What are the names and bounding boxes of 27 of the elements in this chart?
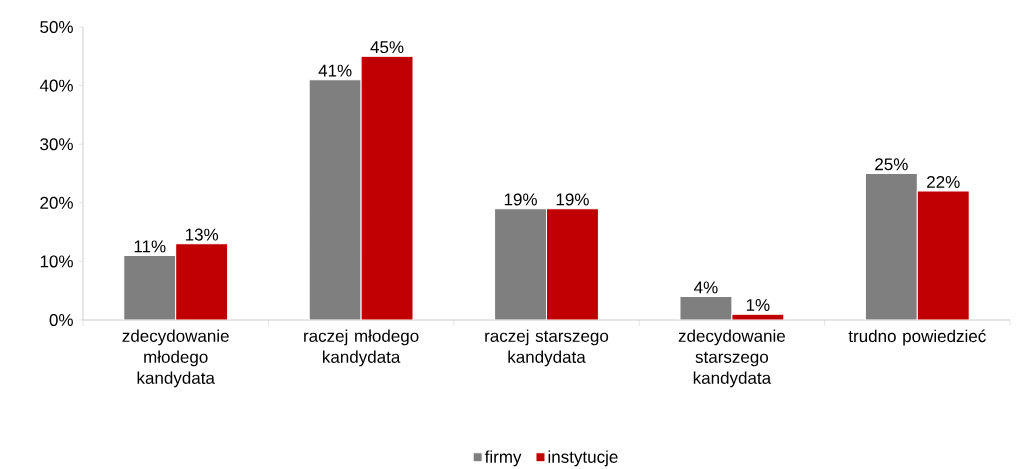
data-label: 25% [875, 158, 908, 171]
bar [916, 190, 970, 320]
data-label: 19% [504, 193, 537, 206]
data-label: 45% [370, 41, 404, 54]
data-label: 1% [746, 299, 770, 311]
x-tick-label: zdecydowanie młodego kandydata [122, 329, 229, 388]
y-tick-label: 30% [40, 138, 73, 151]
data-label: 13% [185, 228, 219, 241]
y-tick-label: 20% [40, 196, 73, 209]
legend-label: firmy [484, 450, 522, 467]
data-label: 22% [927, 175, 960, 188]
y-tick-label: 10% [40, 255, 73, 268]
bar [360, 55, 414, 320]
legend-label: instytucje [548, 450, 618, 467]
y-tick-label: 40% [39, 79, 73, 92]
data-label: 41% [318, 64, 352, 77]
x-tick-label: trudno powiedzieć [848, 329, 986, 346]
bar [175, 243, 229, 320]
y-tick-label: 0% [49, 313, 73, 327]
data-label: 11% [134, 240, 166, 253]
bar [546, 208, 599, 320]
y-tick-label: 50% [40, 20, 73, 34]
data-label: 4% [694, 281, 718, 294]
x-tick-label: raczej starszego kandydata [485, 329, 609, 367]
x-tick-label: raczej młodego kandydata [304, 329, 419, 367]
data-label: 19% [556, 193, 589, 206]
x-tick-label: zdecydowanie starszego kandydata [678, 329, 785, 388]
